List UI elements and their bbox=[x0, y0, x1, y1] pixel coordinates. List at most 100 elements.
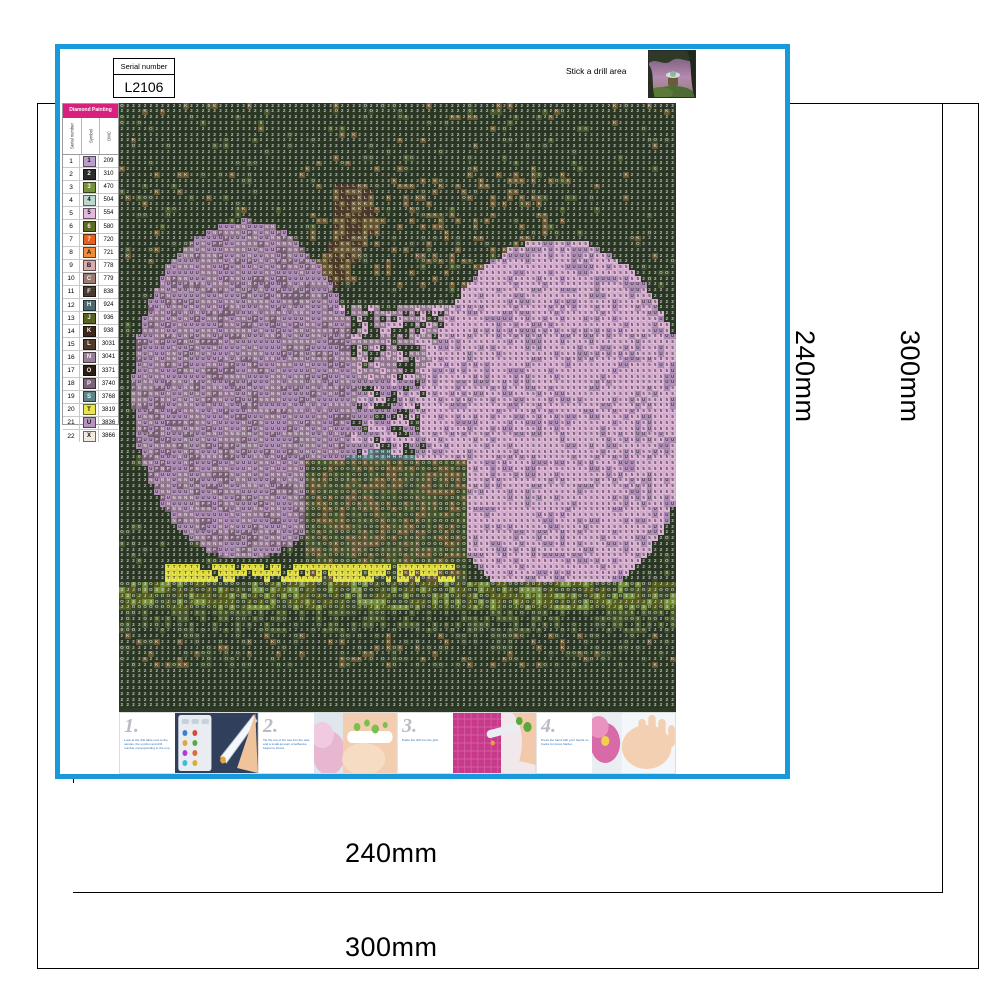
legend-row-dmc: 580 bbox=[99, 220, 118, 232]
legend-row-symbol: F bbox=[80, 285, 99, 299]
legend-col-symbol: Symbol bbox=[82, 118, 101, 154]
legend-row-dmc: 470 bbox=[99, 181, 118, 193]
outer-frame-240mm bbox=[73, 103, 943, 893]
legend-row-symbol: P bbox=[80, 377, 99, 390]
legend-symbol-swatch: B bbox=[82, 260, 96, 272]
legend-row-number: 6 bbox=[63, 220, 80, 233]
legend-row-number: 22 bbox=[63, 429, 80, 443]
legend-row-dmc: 3866 bbox=[99, 430, 118, 442]
legend-symbol-swatch: S bbox=[82, 391, 96, 403]
legend-row-number: 12 bbox=[63, 299, 80, 312]
legend-title-banner: Diamond Painting bbox=[63, 104, 118, 118]
legend-symbol-swatch: 3 bbox=[82, 181, 96, 193]
legend-row: 22 X 3866 bbox=[63, 429, 118, 443]
legend-row-number: 19 bbox=[63, 390, 80, 403]
legend-row-symbol: H bbox=[80, 299, 99, 312]
legend-row-number: 15 bbox=[63, 338, 80, 351]
legend-row: 7 7 720 bbox=[63, 233, 118, 247]
legend-row: 1 1 209 bbox=[63, 155, 118, 169]
legend-row: 6 6 580 bbox=[63, 220, 118, 234]
instruction-step: 1. Look at the drill table next to the ca… bbox=[120, 713, 259, 773]
legend-row-dmc: 3031 bbox=[99, 338, 118, 350]
legend-row-dmc: 938 bbox=[99, 325, 118, 337]
legend-row-dmc: 721 bbox=[99, 247, 118, 259]
legend-row-number: 5 bbox=[63, 207, 80, 220]
legend-symbol-swatch: T bbox=[82, 404, 96, 416]
legend-row-dmc: 504 bbox=[99, 194, 118, 206]
legend-row-number: 14 bbox=[63, 325, 80, 338]
legend-row-dmc: 924 bbox=[99, 299, 118, 311]
thumbnail-artwork bbox=[649, 51, 695, 97]
legend-row-symbol: X bbox=[80, 429, 99, 443]
legend-symbol-swatch: C bbox=[82, 273, 96, 285]
step-photo bbox=[592, 713, 675, 773]
legend-row-symbol: 7 bbox=[80, 233, 99, 246]
legend-symbol-swatch: 7 bbox=[82, 234, 96, 246]
instruction-step: 3. Paste the drill into the grid. bbox=[398, 713, 537, 773]
step-number: 1. bbox=[124, 716, 173, 736]
legend-row-dmc: 838 bbox=[99, 286, 118, 298]
legend-row-dmc: 554 bbox=[99, 207, 118, 219]
legend-row: 21 U 3836 bbox=[63, 416, 118, 430]
step-number: 3. bbox=[402, 716, 451, 736]
legend-row: 17 O 3371 bbox=[63, 364, 118, 378]
legend-row-dmc: 3836 bbox=[99, 417, 118, 429]
legend-row-symbol: S bbox=[80, 390, 99, 403]
legend-symbol-swatch: X bbox=[82, 430, 96, 442]
legend-symbol-swatch: 1 bbox=[82, 155, 96, 167]
legend-row-symbol: J bbox=[80, 312, 99, 325]
dimension-label-width-300: 300mm bbox=[345, 932, 438, 963]
step-description: Press the hand with your hands so books … bbox=[541, 738, 590, 746]
legend-row-dmc: 778 bbox=[99, 260, 118, 272]
legend-row-number: 1 bbox=[63, 155, 80, 168]
legend-row-dmc: 3740 bbox=[99, 378, 118, 390]
legend-row-symbol: U bbox=[80, 416, 99, 429]
legend-row-number: 2 bbox=[63, 168, 80, 181]
dimension-label-height-240: 240mm bbox=[789, 330, 820, 423]
legend-symbol-swatch: 6 bbox=[82, 221, 96, 233]
step-photo bbox=[175, 713, 258, 773]
legend-symbol-swatch: O bbox=[82, 365, 96, 377]
legend-row-number: 20 bbox=[63, 403, 80, 416]
legend-row-dmc: 779 bbox=[99, 273, 118, 285]
legend-row-symbol: L bbox=[80, 338, 99, 351]
legend-row-symbol: 4 bbox=[80, 194, 99, 207]
legend-row-dmc: 936 bbox=[99, 312, 118, 324]
legend-row-dmc: 3819 bbox=[99, 404, 118, 416]
legend-col-dmc: DMC bbox=[100, 118, 118, 154]
legend-row: 9 B 778 bbox=[63, 259, 118, 273]
legend-symbol-swatch: L bbox=[82, 338, 96, 350]
legend-row: 4 4 504 bbox=[63, 194, 118, 208]
legend-row-symbol: 5 bbox=[80, 207, 99, 220]
legend-row-symbol: N bbox=[80, 351, 99, 364]
legend-row-symbol: T bbox=[80, 403, 99, 416]
instruction-step: 4. Press the hand with your hands so book… bbox=[537, 713, 675, 773]
legend-row-dmc: 310 bbox=[99, 168, 118, 180]
legend-row-number: 13 bbox=[63, 312, 80, 325]
serial-number-value: L2106 bbox=[113, 75, 175, 98]
dimension-label-width-240: 240mm bbox=[345, 838, 438, 869]
legend-row-symbol: A bbox=[80, 246, 99, 259]
legend-row-number: 16 bbox=[63, 351, 80, 364]
legend-row-dmc: 209 bbox=[99, 155, 118, 167]
legend-row-number: 8 bbox=[63, 246, 80, 259]
legend-row: 10 C 779 bbox=[63, 272, 118, 286]
legend-rows: 1 1 209 2 2 310 3 3 470 4 4 504 5 5 554 6 6 580 7 7 720 8 A 721… bbox=[63, 155, 118, 443]
serial-number-box bbox=[113, 58, 175, 98]
legend-row: 16 N 3041 bbox=[63, 351, 118, 365]
legend-row-symbol: 1 bbox=[80, 155, 99, 168]
legend-row-dmc: 3371 bbox=[99, 365, 118, 377]
step-photo bbox=[314, 713, 397, 773]
legend-row: 13 J 936 bbox=[63, 312, 118, 326]
instruction-strip: 1. Look at the drill table next to the ca… bbox=[119, 712, 676, 774]
serial-number-label: Serial number bbox=[113, 58, 175, 75]
legend-symbol-swatch: N bbox=[82, 351, 96, 363]
instruction-step: 2. Tip the top of the tool into the wax, … bbox=[259, 713, 398, 773]
legend-column-headers: Serial number Symbol DMC bbox=[63, 118, 118, 155]
legend-row-number: 21 bbox=[63, 416, 80, 429]
legend-row: 11 F 838 bbox=[63, 285, 118, 300]
legend-row-number: 7 bbox=[63, 233, 80, 246]
legend-row-symbol: 2 bbox=[80, 168, 99, 181]
